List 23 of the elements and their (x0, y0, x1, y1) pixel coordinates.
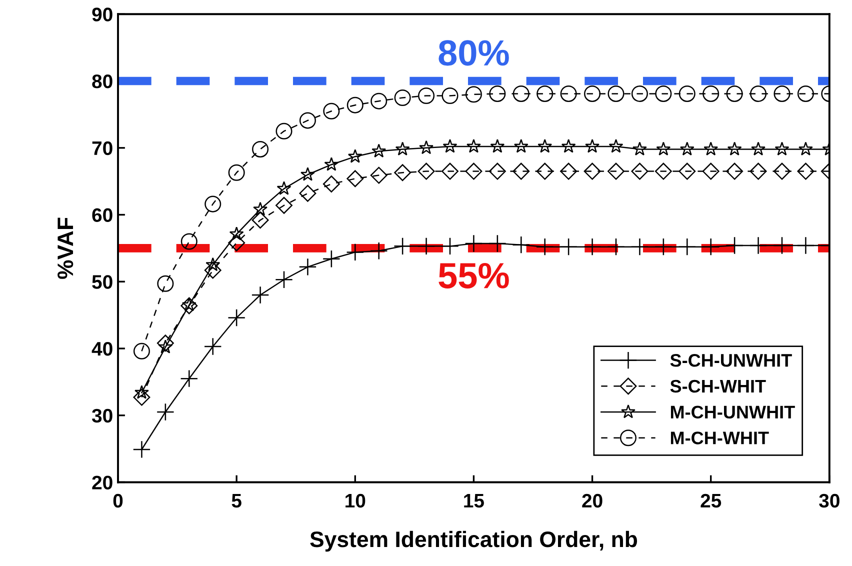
y-tick-label: 50 (92, 275, 112, 289)
y-tick-label: 20 (92, 476, 112, 490)
legend-label: M-CH-WHIT (670, 432, 769, 444)
ref-line-label: 55% (438, 262, 509, 288)
x-axis-title: System Identification Order, nb (310, 530, 638, 552)
x-tick-label: 5 (232, 494, 242, 508)
x-tick-label: 25 (700, 494, 722, 508)
y-tick-label: 90 (92, 8, 112, 22)
x-tick-label: 0 (113, 494, 123, 508)
x-tick-label: 10 (346, 494, 366, 508)
y-tick-label: 60 (92, 208, 112, 222)
y-axis-title: %VAF (58, 218, 74, 279)
y-tick-label: 40 (92, 342, 112, 356)
y-tick-label: 70 (92, 141, 112, 156)
legend-label: S-CH-WHIT (670, 380, 766, 393)
x-tick-label: 30 (819, 494, 840, 508)
y-tick-label: 80 (92, 74, 112, 88)
x-tick-label: 15 (464, 494, 484, 508)
x-tick-label: 20 (582, 494, 602, 508)
ref-line-label: 80% (438, 40, 509, 66)
legend-label: S-CH-UNWHIT (670, 354, 792, 367)
legend-label: M-CH-UNWHIT (670, 406, 795, 418)
y-tick-label: 30 (92, 408, 112, 423)
